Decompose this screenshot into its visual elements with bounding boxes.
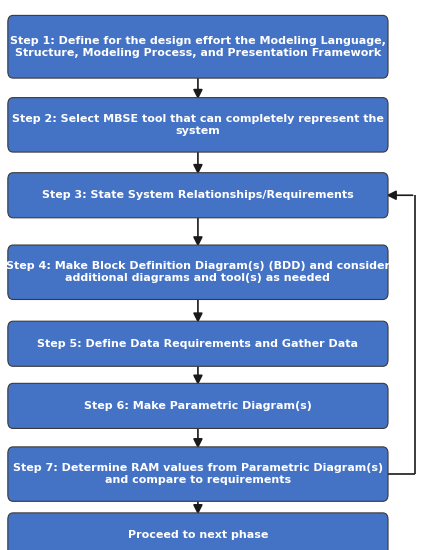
FancyBboxPatch shape [8, 245, 387, 299]
FancyBboxPatch shape [8, 321, 387, 366]
Text: Step 1: Define for the design effort the Modeling Language,
Structure, Modeling : Step 1: Define for the design effort the… [10, 36, 385, 58]
Text: Step 2: Select MBSE tool that can completely represent the
system: Step 2: Select MBSE tool that can comple… [12, 114, 383, 136]
FancyBboxPatch shape [8, 513, 387, 550]
FancyBboxPatch shape [8, 383, 387, 428]
Text: Step 3: State System Relationships/Requirements: Step 3: State System Relationships/Requi… [42, 190, 353, 200]
Text: Step 4: Make Block Definition Diagram(s) (BDD) and consider
additional diagrams : Step 4: Make Block Definition Diagram(s)… [6, 261, 389, 283]
FancyBboxPatch shape [8, 173, 387, 218]
Text: Step 6: Make Parametric Diagram(s): Step 6: Make Parametric Diagram(s) [84, 401, 311, 411]
FancyBboxPatch shape [8, 447, 387, 502]
FancyBboxPatch shape [8, 98, 387, 152]
Text: Step 7: Determine RAM values from Parametric Diagram(s)
and compare to requireme: Step 7: Determine RAM values from Parame… [13, 463, 382, 485]
Text: Step 5: Define Data Requirements and Gather Data: Step 5: Define Data Requirements and Gat… [37, 339, 358, 349]
FancyBboxPatch shape [8, 15, 387, 78]
Text: Proceed to next phase: Proceed to next phase [128, 530, 267, 540]
